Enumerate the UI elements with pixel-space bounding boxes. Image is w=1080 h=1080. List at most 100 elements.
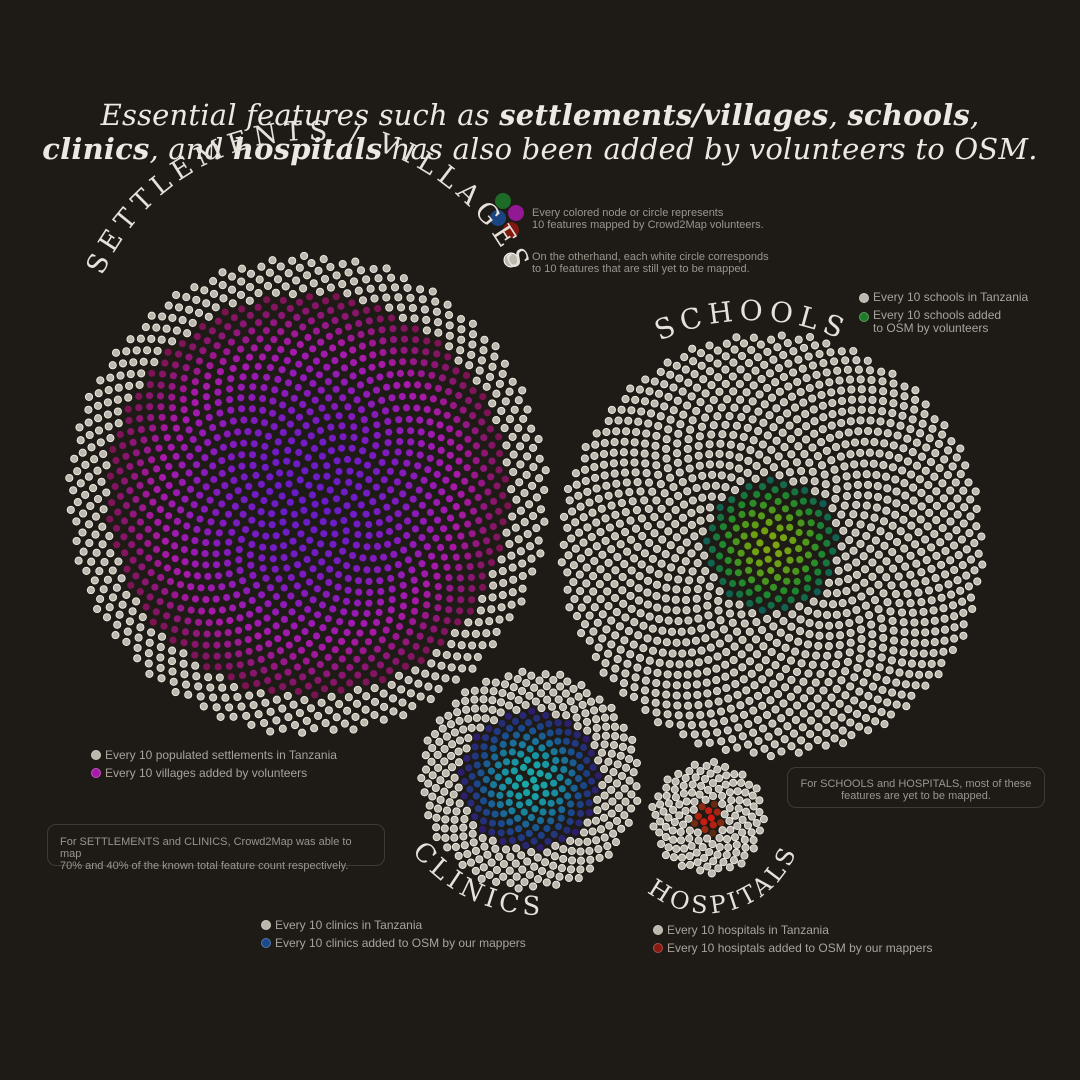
unmapped-dot	[957, 535, 966, 544]
unmapped-dot	[694, 701, 703, 710]
mapped-dot	[176, 434, 184, 442]
unmapped-dot	[765, 369, 775, 378]
mapped-dot	[818, 550, 826, 558]
unmapped-dot	[828, 398, 837, 408]
mapped-dot	[423, 590, 431, 599]
mapped-dot	[482, 776, 490, 784]
unmapped-dot	[897, 690, 906, 699]
mapped-dot	[325, 635, 333, 643]
unmapped-dot	[90, 455, 99, 464]
unmapped-dot	[490, 352, 499, 361]
unmapped-dot	[879, 387, 888, 396]
mapped-dot	[362, 306, 371, 314]
mapped-dot	[795, 528, 803, 537]
unmapped-dot	[468, 319, 477, 328]
mapped-dot	[456, 607, 464, 615]
unmapped-dot	[714, 697, 723, 706]
unmapped-dot	[460, 841, 469, 850]
mapped-dot	[755, 596, 763, 604]
mapped-dot	[472, 540, 480, 548]
unmapped-dot	[844, 428, 853, 437]
unmapped-dot	[878, 377, 887, 386]
mapped-dot	[234, 638, 242, 646]
unmapped-dot	[777, 331, 786, 340]
mapped-dot	[301, 627, 309, 636]
mapped-dot	[763, 546, 771, 554]
unmapped-dot	[824, 642, 833, 651]
mapped-dot	[716, 565, 724, 573]
unmapped-dot	[630, 438, 639, 447]
unmapped-dot	[953, 510, 962, 519]
mapped-dot	[791, 587, 800, 595]
unmapped-dot	[836, 452, 845, 461]
mapped-dot	[271, 354, 279, 362]
unmapped-dot	[247, 720, 256, 729]
mapped-dot	[171, 625, 179, 634]
unmapped-dot	[602, 722, 611, 731]
unmapped-dot	[184, 690, 193, 699]
unmapped-dot	[620, 811, 629, 820]
unmapped-dot	[862, 501, 871, 510]
note-left-line1: For SETTLEMENTS and CLINICS, Crowd2Map w…	[60, 836, 352, 860]
mapped-dot	[147, 569, 155, 577]
unmapped-dot	[556, 670, 565, 679]
unmapped-dot	[720, 717, 729, 726]
mapped-dot	[264, 344, 272, 352]
unmapped-dot	[717, 471, 726, 480]
mapped-dot	[521, 780, 530, 788]
unmapped-dot	[729, 430, 738, 440]
unmapped-dot	[579, 538, 588, 547]
unmapped-dot	[763, 383, 772, 393]
unmapped-dot	[639, 621, 648, 630]
mapped-dot	[417, 656, 425, 665]
unmapped-dot	[314, 711, 323, 720]
unmapped-dot	[921, 681, 930, 690]
unmapped-dot	[340, 719, 349, 728]
mapped-dot	[384, 564, 392, 572]
mapped-dot	[111, 482, 119, 491]
unmapped-dot	[509, 450, 518, 459]
unmapped-dot	[740, 851, 749, 860]
unmapped-dot	[737, 413, 746, 422]
mapped-dot	[257, 508, 265, 516]
mapped-dot	[311, 549, 319, 557]
unmapped-dot	[755, 796, 764, 805]
mapped-dot	[449, 377, 457, 385]
unmapped-dot	[664, 392, 673, 401]
unmapped-dot	[740, 835, 749, 844]
unmapped-dot	[116, 371, 125, 380]
mapped-dot	[163, 612, 171, 620]
hospitals-legend: Every 10 hospitals in Tanzania Every 10 …	[653, 921, 932, 957]
unmapped-dot	[512, 705, 521, 715]
unmapped-dot	[572, 480, 581, 489]
mapped-dot	[426, 508, 435, 516]
mapped-dot	[176, 581, 185, 589]
mapped-dot	[580, 743, 588, 752]
unmapped-dot	[349, 277, 359, 286]
unmapped-dot	[76, 479, 85, 488]
unmapped-dot	[522, 470, 531, 479]
mapped-dot	[355, 588, 363, 596]
unmapped-dot	[191, 661, 200, 670]
mapped-dot	[458, 511, 466, 519]
unmapped-dot	[646, 409, 656, 418]
mapped-dot	[780, 587, 788, 595]
mapped-dot	[125, 416, 133, 425]
unmapped-dot	[919, 649, 928, 658]
mapped-dot	[325, 332, 333, 340]
unmapped-dot	[645, 612, 654, 621]
unmapped-dot	[174, 303, 184, 312]
unmapped-dot	[564, 551, 573, 560]
mapped-dot	[738, 579, 746, 587]
unmapped-dot	[585, 498, 594, 507]
mapped-dot	[501, 475, 509, 483]
unmapped-dot	[844, 575, 853, 584]
mapped-dot	[234, 428, 242, 436]
unmapped-dot	[894, 453, 903, 462]
unmapped-dot	[607, 616, 616, 625]
unmapped-dot	[572, 612, 582, 621]
mapped-dot	[405, 449, 414, 457]
mapped-dot	[299, 323, 307, 331]
unmapped-dot	[886, 710, 896, 719]
unmapped-dot	[853, 480, 862, 489]
